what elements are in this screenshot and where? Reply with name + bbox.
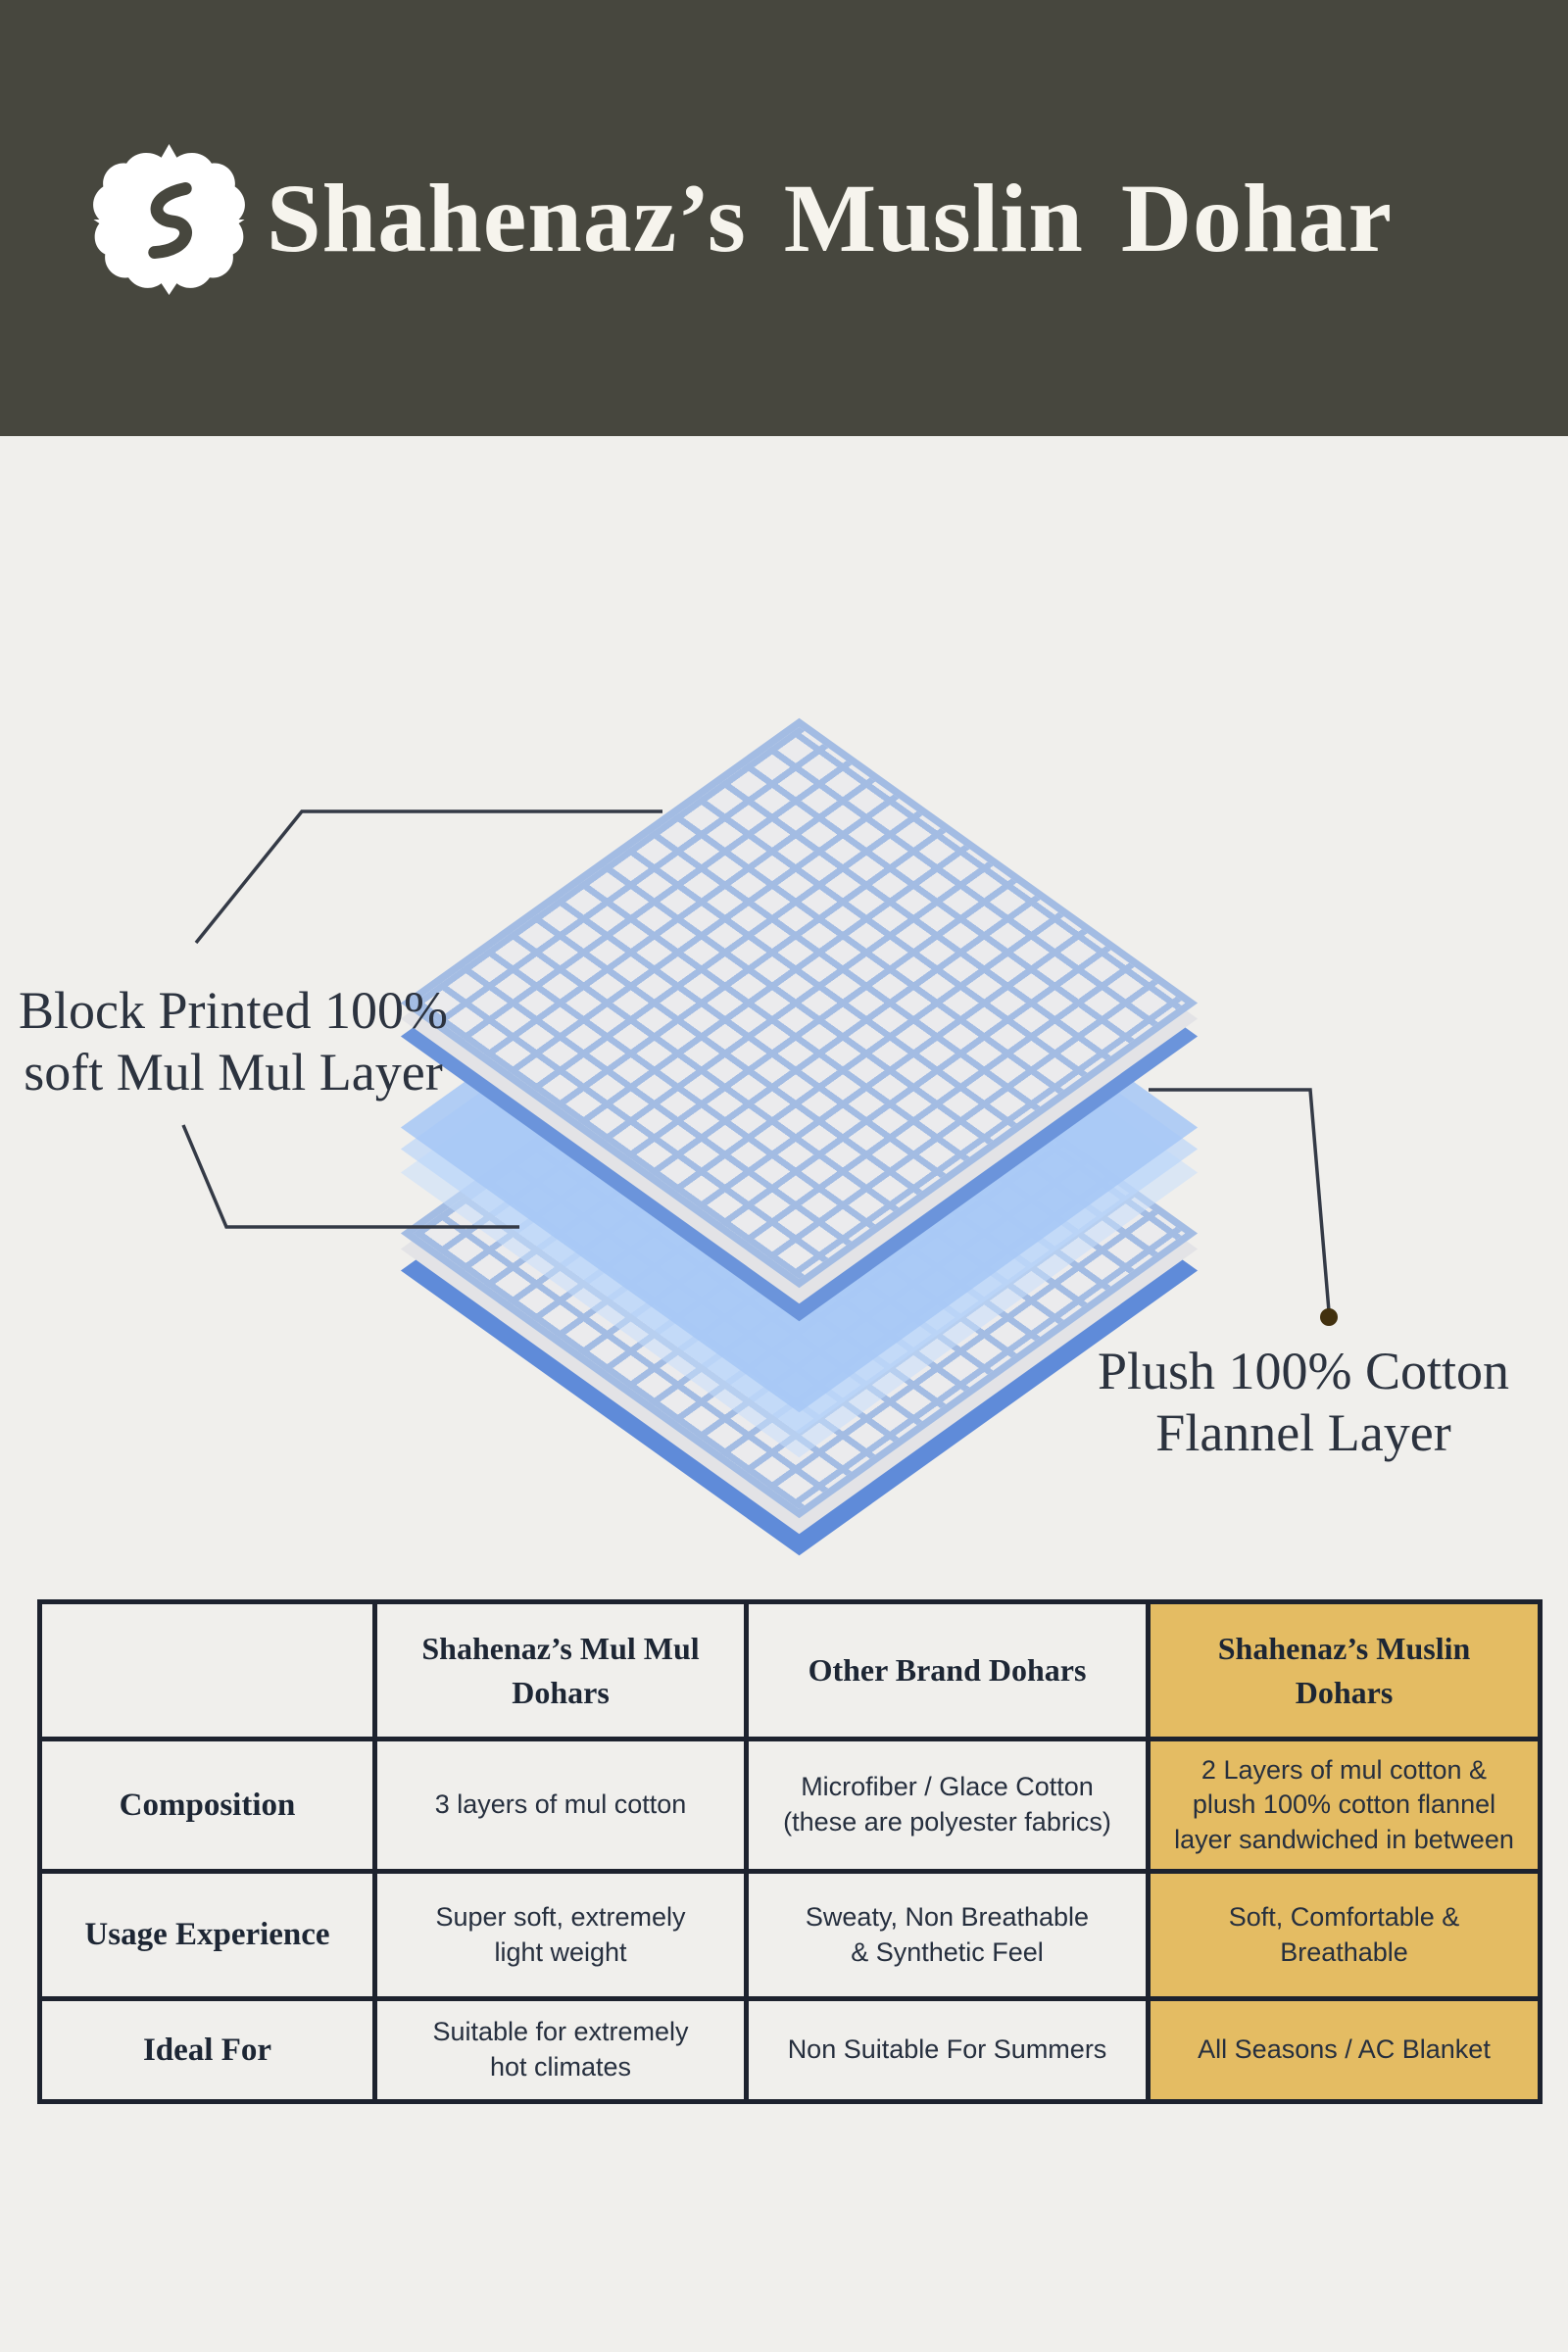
flannel-layer-label-line1: Plush 100% Cotton xyxy=(1097,1342,1510,1400)
mul-mul-layer-label: Block Printed 100% soft Mul Mul Layer xyxy=(18,980,449,1102)
flannel-layer-label: Plush 100% Cotton Flannel Layer xyxy=(1088,1341,1519,1463)
header-cell-empty xyxy=(37,1599,377,1741)
usage-other-brand-cell: Sweaty, Non Breathable & Synthetic Feel xyxy=(744,1869,1151,2001)
row-label-ideal-for: Ideal For xyxy=(37,1996,377,2104)
page-title: Shahenaz’s Muslin Dohar xyxy=(267,164,1394,272)
comparison-table: Shahenaz’s Mul Mul Dohars Other Brand Do… xyxy=(37,1599,1543,2104)
table-row-usage-experience: Usage Experience Super soft, extremely l… xyxy=(37,1869,1543,2001)
table-row-composition: Composition 3 layers of mul cotton Micro… xyxy=(37,1737,1543,1874)
header-cell-mul-mul: Shahenaz’s Mul Mul Dohars xyxy=(372,1599,749,1741)
row-label-usage-experience: Usage Experience xyxy=(37,1869,377,2001)
ideal-muslin-cell: All Seasons / AC Blanket xyxy=(1146,1996,1543,2104)
brand-logo-icon xyxy=(93,143,245,296)
header-cell-other-brand: Other Brand Dohars xyxy=(744,1599,1151,1741)
mul-mul-layer-label-line1: Block Printed 100% xyxy=(19,981,448,1040)
table-row-ideal-for: Ideal For Suitable for extremely hot cli… xyxy=(37,1996,1543,2104)
flannel-layer-label-line2: Flannel Layer xyxy=(1155,1402,1451,1462)
composition-other-brand-cell: Microfiber / Glace Cotton (these are pol… xyxy=(744,1737,1151,1874)
ideal-mul-mul-cell: Suitable for extremely hot climates xyxy=(372,1996,749,2104)
table-header-row: Shahenaz’s Mul Mul Dohars Other Brand Do… xyxy=(37,1599,1543,1741)
usage-mul-mul-cell: Super soft, extremely light weight xyxy=(372,1869,749,2001)
row-label-composition: Composition xyxy=(37,1737,377,1874)
composition-muslin-cell: 2 Layers of mul cotton & plush 100% cott… xyxy=(1146,1737,1543,1874)
usage-muslin-cell: Soft, Comfortable & Breathable xyxy=(1146,1869,1543,2001)
ideal-other-brand-cell: Non Suitable For Summers xyxy=(744,1996,1151,2104)
composition-mul-mul-cell: 3 layers of mul cotton xyxy=(372,1737,749,1874)
brand-header: Shahenaz’s Muslin Dohar xyxy=(0,0,1568,436)
connector-dot xyxy=(1320,1308,1338,1326)
header-cell-muslin: Shahenaz’s Muslin Dohars xyxy=(1146,1599,1543,1741)
mul-mul-layer-label-line2: soft Mul Mul Layer xyxy=(24,1042,443,1102)
